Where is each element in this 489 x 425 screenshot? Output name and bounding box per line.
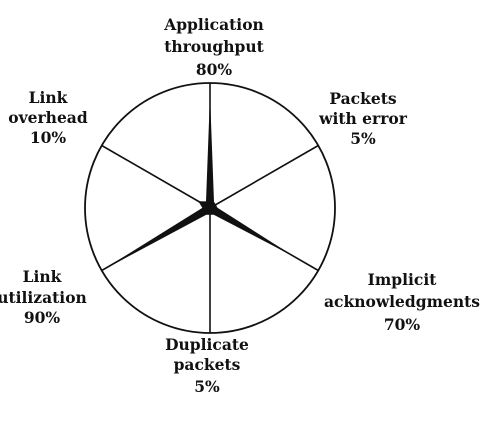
axis-label-application-throughput: Application throughput 80% [163,15,264,79]
axis-value-label: 10% [30,128,67,147]
axis-label-line: Duplicate [165,335,249,354]
value-polygon [112,107,287,265]
axis-label-implicit-acknowledgments: Implicit acknowledgments 70% [324,270,480,334]
axis-label-line: Application [163,15,264,34]
axis-label-packets-with-error: Packets with error 5% [318,89,408,148]
axis-label-line: Link [29,88,68,107]
axis-label-line: with error [318,109,408,128]
axis-value-label: 5% [194,377,220,396]
axis-label-line: overhead [8,108,88,127]
axis-label-link-overhead: Link overhead 10% [8,88,88,147]
axis-label-line: packets [174,355,241,374]
axis-value-label: 90% [24,308,61,327]
spoke-line [209,144,319,209]
axis-value-label: 70% [384,315,421,334]
axis-label-line: Implicit [368,270,438,289]
axis-label-duplicate-packets: Duplicate packets 5% [165,335,249,396]
axis-label-line: utilization [0,288,87,307]
axis-label-link-utilization: Link utilization 90% [0,267,87,327]
axis-label-line: throughput [164,37,264,56]
axis-label-line: acknowledgments [324,292,480,311]
spoke-line [101,144,211,209]
axis-value-label: 5% [350,129,376,148]
axis-value-label: 80% [196,60,233,79]
axis-label-line: Packets [329,89,396,108]
axis-label-line: Link [23,267,62,286]
